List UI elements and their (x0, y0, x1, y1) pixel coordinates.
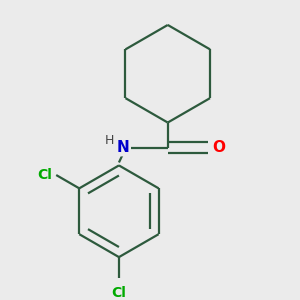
Text: Cl: Cl (38, 168, 52, 182)
Text: Cl: Cl (112, 286, 126, 300)
Text: N: N (117, 140, 130, 155)
Text: H: H (105, 134, 114, 147)
Text: O: O (212, 140, 225, 155)
